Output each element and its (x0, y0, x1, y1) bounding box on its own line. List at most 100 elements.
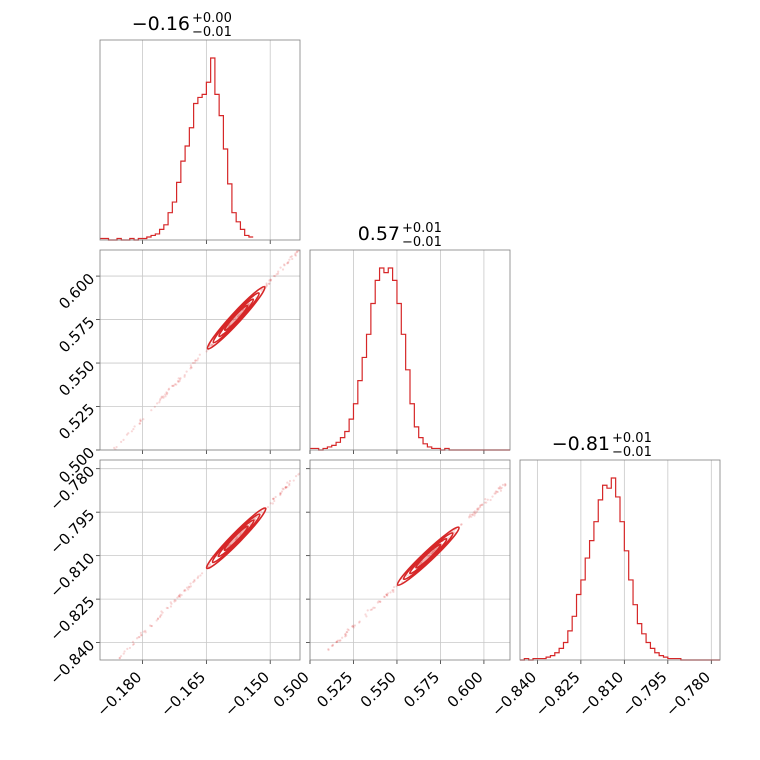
scatter-point (379, 600, 382, 603)
scatter-point (297, 473, 300, 476)
scatter-point (496, 490, 499, 494)
scatter-point (294, 253, 297, 256)
y-tick-label: −0.840 (46, 636, 98, 688)
scatter-point (447, 536, 450, 540)
scatter-point (265, 284, 268, 288)
contour-level (205, 507, 267, 570)
scatter-point (352, 624, 355, 627)
scatter-point (473, 512, 476, 515)
scatter-point (177, 595, 180, 598)
scatter-point (338, 639, 341, 642)
scatter-point (493, 492, 496, 495)
scatter-point (294, 475, 298, 478)
scatter-point (272, 497, 275, 500)
scatter-point (192, 581, 195, 584)
panel-title-lower: −0.01 (612, 445, 652, 460)
scatter-point (166, 606, 170, 610)
scatter-point (378, 600, 382, 603)
scatter-point (504, 483, 507, 487)
scatter-point (148, 624, 152, 627)
scatter-point (131, 640, 135, 644)
scatter-point (139, 631, 142, 634)
scatter-point (171, 384, 175, 388)
scatter-point (190, 366, 193, 369)
scatter-point (345, 631, 348, 634)
scatter-point (142, 418, 145, 421)
scatter-point (138, 635, 141, 639)
scatter-point (392, 585, 396, 589)
scatter-point (471, 513, 474, 516)
scatter-point (287, 260, 290, 264)
scatter-point (177, 380, 180, 384)
panel-title-lower: −0.01 (402, 235, 442, 250)
scatter-point (292, 479, 295, 482)
panel-frame (99, 39, 301, 241)
scatter-point (160, 395, 163, 398)
scatter-point (265, 283, 268, 286)
panel-title-value: −0.16 (132, 13, 190, 35)
contour-level (212, 292, 260, 344)
scatter-point (294, 254, 298, 257)
scatter-point (150, 409, 153, 412)
scatter-point (476, 508, 479, 511)
scatter-point (234, 317, 237, 320)
scatter-point (115, 664, 117, 666)
scatter-point (256, 516, 259, 519)
scatter-point (327, 647, 330, 651)
scatter-point (297, 250, 300, 252)
scatter-point (391, 589, 394, 592)
scatter-point (144, 629, 147, 632)
scatter-point (365, 615, 368, 618)
scatter-point (339, 639, 342, 642)
panel-frame (99, 459, 301, 661)
scatter-point (133, 425, 136, 428)
scatter-point (187, 588, 190, 591)
scatter-point (185, 586, 189, 589)
scatter-point (122, 438, 125, 441)
scatter-point (114, 662, 116, 664)
scatter-point (189, 364, 192, 367)
scatter-point (170, 602, 173, 605)
scatter-point (474, 511, 477, 515)
scatter-point (469, 513, 472, 516)
scatter-point (286, 481, 289, 484)
scatter-point (183, 374, 186, 377)
scatter-point (173, 599, 176, 602)
panel-title-value: 0.57 (358, 223, 400, 245)
scatter-point (260, 510, 263, 513)
scatter-point (150, 624, 153, 628)
scatter-point (210, 343, 214, 347)
scatter-point (115, 445, 118, 449)
x-tick-label: 0.550 (357, 668, 400, 711)
panel-0-0: −0.16 +0.00−0.01 (99, 11, 301, 244)
scatter-point (130, 430, 133, 433)
scatter-point (131, 643, 135, 646)
scatter-point (140, 634, 143, 637)
scatter-point (198, 353, 201, 356)
scatter-point (139, 419, 142, 422)
scatter-point (479, 506, 482, 509)
scatter-point (167, 387, 171, 390)
scatter-point (113, 446, 116, 449)
contour-level (206, 285, 266, 350)
scatter-point (150, 624, 153, 628)
scatter-point (271, 497, 275, 500)
scatter-point (483, 501, 486, 504)
scatter-point (385, 593, 388, 596)
scatter-point (471, 513, 474, 516)
scatter-point (407, 573, 410, 577)
x-tick-label: −0.150 (221, 668, 273, 720)
scatter-point (331, 644, 334, 647)
scatter-point (265, 282, 268, 285)
scatter-point (247, 303, 250, 306)
scatter-point (211, 344, 214, 347)
scatter-point (344, 635, 347, 638)
scatter-point (269, 278, 272, 281)
panel-1-1: 0.57 +0.01−0.01 (309, 221, 511, 454)
scatter-point (427, 555, 430, 558)
scatter-point (473, 510, 476, 513)
scatter-point (459, 523, 463, 526)
scatter-point (162, 395, 165, 398)
scatter-point (178, 595, 182, 598)
scatter-point (392, 590, 395, 593)
